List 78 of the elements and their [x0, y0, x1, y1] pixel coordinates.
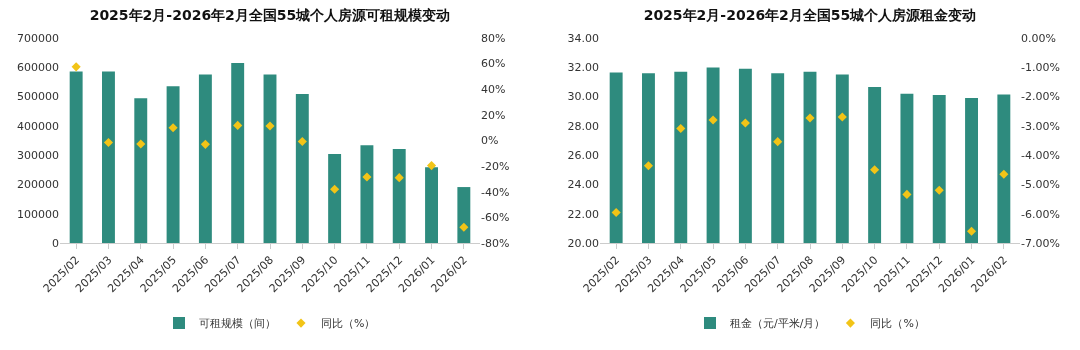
point — [394, 173, 404, 183]
y-tick-label: 26.00 — [567, 148, 599, 162]
y-tick-label: 500000 — [17, 90, 59, 104]
point — [136, 139, 146, 149]
y-tick-label: 0 — [52, 236, 59, 250]
y2-tick-label: -4.00% — [1021, 148, 1060, 162]
y2-tick-label: 60% — [481, 57, 506, 71]
point — [611, 207, 621, 218]
bar — [360, 145, 374, 243]
y-tick-label: 200000 — [17, 178, 59, 192]
y-tick-label: 30.00 — [567, 90, 599, 104]
legend-label: 租金（元/平米/月） — [730, 317, 826, 331]
point — [330, 184, 340, 194]
bar — [231, 62, 245, 243]
y-tick-label: 22.00 — [567, 207, 599, 221]
y2-tick-label: 80% — [481, 31, 506, 45]
y2-tick-label: -6.00% — [1021, 207, 1060, 221]
point — [71, 62, 81, 72]
y2-tick-label: -5.00% — [1021, 178, 1060, 192]
point — [966, 226, 977, 236]
bar — [166, 86, 180, 243]
y-tick-label: 300000 — [17, 148, 59, 162]
point — [837, 112, 847, 122]
y2-tick-label: -20% — [481, 159, 510, 173]
point — [103, 138, 114, 148]
bar — [457, 187, 471, 243]
point — [708, 115, 718, 125]
y-tick-label: 20.00 — [567, 236, 599, 250]
point — [870, 165, 880, 175]
y2-tick-label: 40% — [481, 83, 506, 97]
bar — [263, 74, 277, 243]
point — [999, 169, 1009, 179]
point — [233, 120, 243, 130]
point — [426, 161, 437, 171]
bar — [102, 71, 115, 243]
y-tick-label: 700000 — [17, 31, 59, 45]
y2-tick-label: 20% — [481, 108, 506, 122]
y2-tick-label: -2.00% — [1021, 90, 1060, 104]
y2-tick-label: -60% — [481, 211, 510, 225]
y2-tick-label: 0.00% — [1021, 31, 1056, 45]
bar — [69, 71, 83, 243]
legend-label: 同比（%） — [870, 317, 925, 331]
y2-tick-label: -80% — [481, 236, 510, 250]
legend-label: 可租规模（间） — [199, 317, 276, 331]
point — [297, 136, 307, 147]
bar — [295, 93, 309, 243]
y2-tick-label: 0% — [481, 134, 499, 148]
chart-title: 2025年2月-2026年2月全国55城个人房源可租规模变动 — [89, 7, 451, 24]
y-tick-label: 600000 — [17, 61, 59, 75]
y2-tick-label: -7.00% — [1021, 236, 1060, 250]
bar — [425, 167, 438, 243]
point — [740, 118, 750, 128]
point — [676, 123, 686, 134]
y-tick-label: 400000 — [17, 119, 59, 133]
bar — [328, 153, 342, 243]
y-tick-label: 24.00 — [567, 178, 599, 192]
point — [265, 121, 275, 131]
point — [200, 139, 210, 149]
point — [773, 137, 783, 147]
y2-tick-label: -1.00% — [1021, 61, 1060, 75]
point — [902, 189, 912, 199]
bar — [392, 148, 406, 243]
y-tick-label: 100000 — [17, 207, 59, 221]
point — [643, 161, 654, 171]
y2-tick-label: -3.00% — [1021, 119, 1060, 133]
y-tick-label: 32.00 — [567, 61, 599, 75]
bar — [198, 74, 212, 243]
y-tick-label: 34.00 — [567, 31, 599, 45]
point — [362, 172, 372, 182]
point — [805, 113, 815, 123]
point — [934, 185, 944, 195]
y-tick-label: 28.00 — [567, 119, 599, 133]
chart-title: 2025年2月-2026年2月全国55城个人房源租金变动 — [643, 7, 977, 24]
y2-tick-label: -40% — [481, 185, 510, 199]
bar — [134, 98, 148, 243]
point — [459, 222, 469, 232]
legend-label: 同比（%） — [321, 317, 376, 331]
point — [168, 123, 178, 133]
